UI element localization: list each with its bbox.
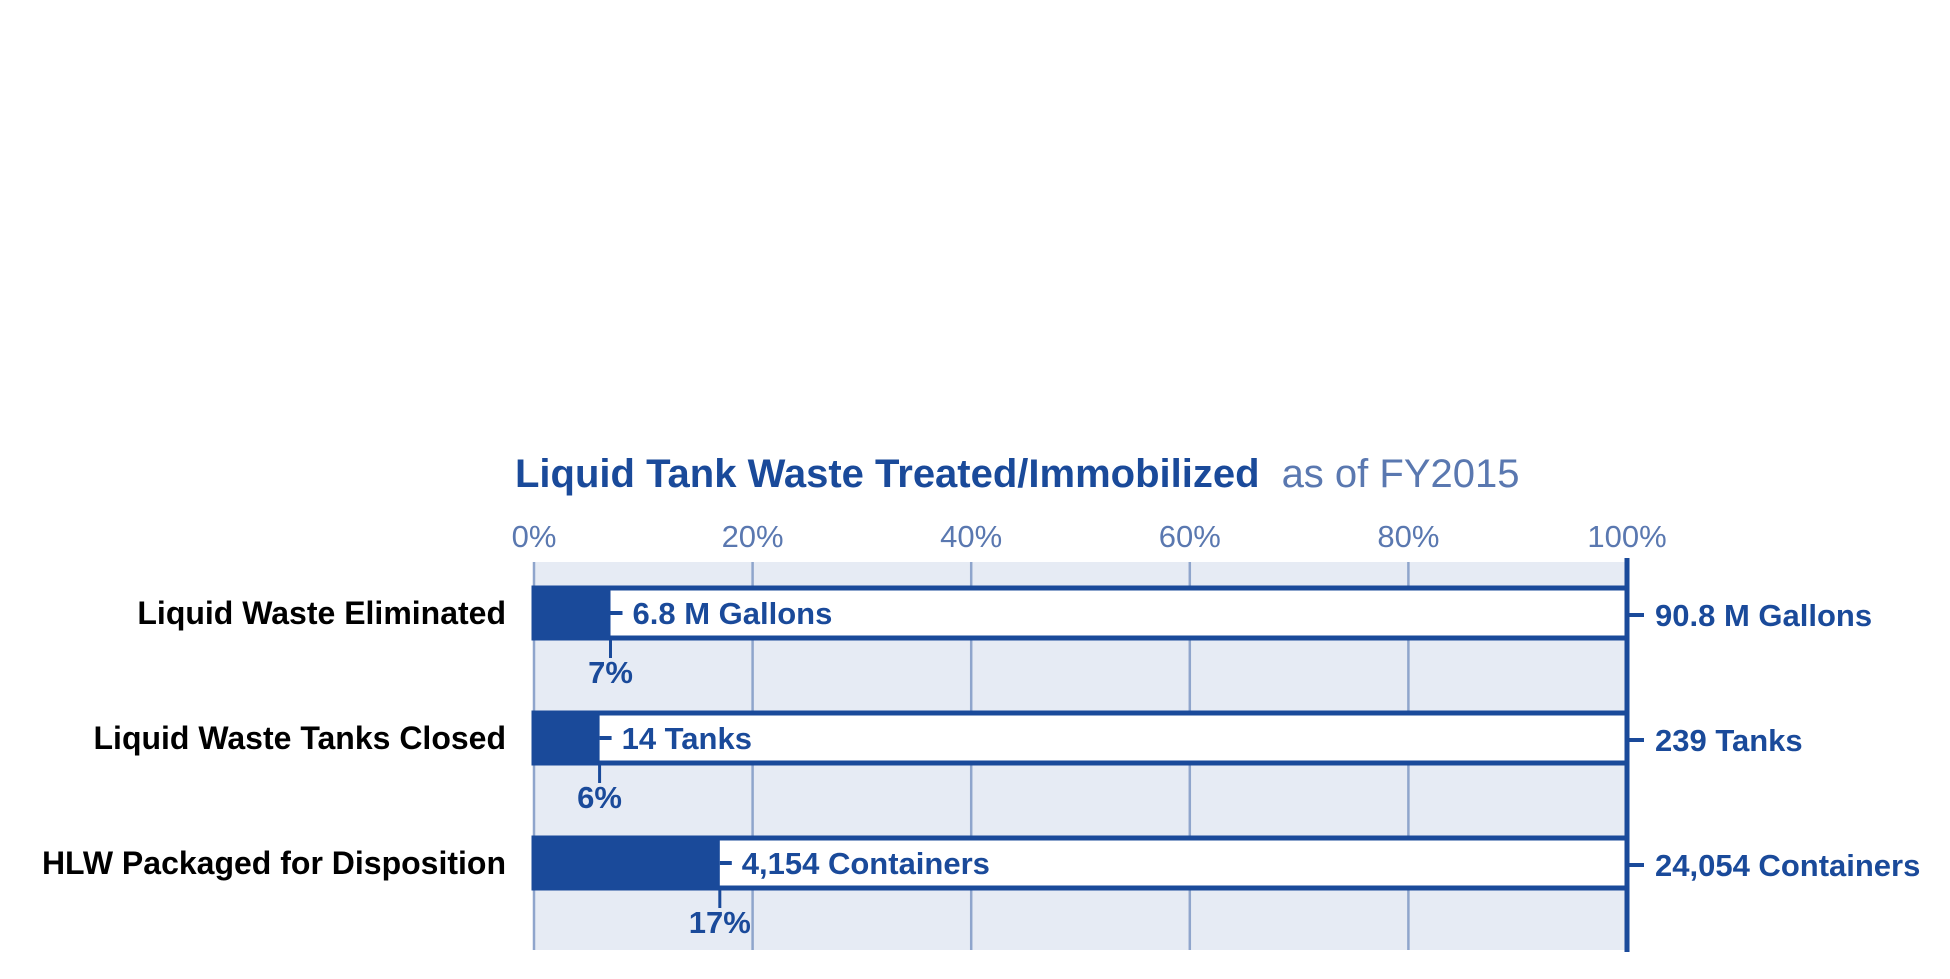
chart-title-main: Liquid Tank Waste Treated/Immobilized (515, 452, 1260, 496)
x-tick-label: 80% (1377, 519, 1439, 554)
percent-label: 7% (588, 655, 633, 690)
completed-label: 14 Tanks (622, 721, 752, 756)
x-tick-label: 60% (1159, 519, 1221, 554)
x-tick-label: 20% (722, 519, 784, 554)
progress-bar (534, 835, 720, 891)
x-tick-label: 0% (512, 519, 557, 554)
progress-bar (534, 710, 600, 766)
chart-title: Liquid Tank Waste Treated/Immobilized as… (515, 451, 1520, 496)
x-axis-ticks: 0% 20% 40% 60% 80% 100% (512, 519, 1667, 554)
x-tick-label: 40% (940, 519, 1002, 554)
category-label: Liquid Waste Tanks Closed (94, 720, 507, 756)
total-label: 90.8 M Gallons (1655, 598, 1872, 633)
completed-label: 6.8 M Gallons (633, 596, 833, 631)
category-label: Liquid Waste Eliminated (137, 595, 506, 631)
progress-bar (534, 585, 611, 641)
percent-label: 17% (689, 905, 751, 940)
total-bar (531, 710, 1630, 766)
total-label: 239 Tanks (1655, 723, 1803, 758)
completed-label: 4,154 Containers (742, 846, 990, 881)
chart-subtitle: as of FY2015 (1282, 452, 1520, 496)
category-label: HLW Packaged for Disposition (42, 845, 506, 881)
percent-label: 6% (577, 780, 622, 815)
x-tick-label: 100% (1587, 519, 1666, 554)
total-label: 24,054 Containers (1655, 848, 1920, 883)
